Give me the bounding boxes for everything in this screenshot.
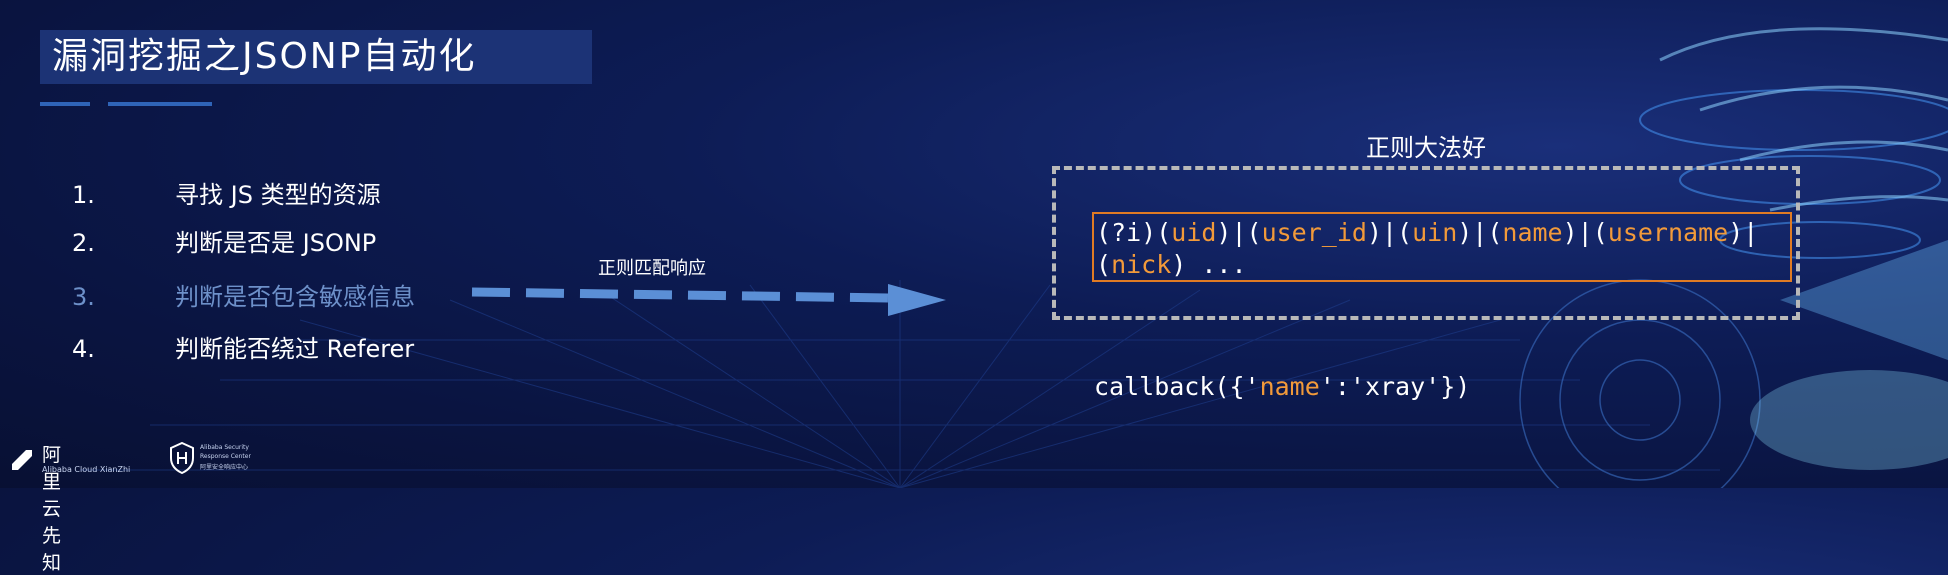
regex-pattern-box <box>1092 212 1792 282</box>
step-number: 1. <box>72 181 95 209</box>
background-grid <box>80 27 1948 488</box>
step-number: 3. <box>72 283 95 311</box>
title-underline-long <box>108 102 212 106</box>
shield-icon <box>170 442 194 474</box>
step-text: 寻找 JS 类型的资源 <box>175 181 381 209</box>
step-text: 判断是否是 JSONP <box>175 229 377 257</box>
callback-example: callback({'name':'xray'}) <box>1094 372 1471 401</box>
regex-line-1: (?i)(uid)|(user_id)|(uin)|(name)|(userna… <box>1096 218 1759 247</box>
step-number: 4. <box>72 335 95 363</box>
slide-title: 漏洞挖掘之JSONP自动化 <box>52 36 477 77</box>
dashed-arrow-icon <box>471 284 946 316</box>
step-text: 判断能否绕过 Referer <box>175 335 415 363</box>
regex-dashed-frame <box>1052 166 1800 320</box>
step-number: 2. <box>72 229 95 257</box>
step-text: 判断是否包含敏感信息 <box>175 283 415 311</box>
title-banner <box>40 30 592 84</box>
regex-line-2: (nick) ... <box>1096 250 1247 279</box>
title-underline-short <box>40 102 90 106</box>
xianzhi-logo-icon <box>12 450 32 470</box>
arrow-label: 正则匹配响应 <box>598 258 706 279</box>
regex-heading: 正则大法好 <box>1366 134 1486 162</box>
